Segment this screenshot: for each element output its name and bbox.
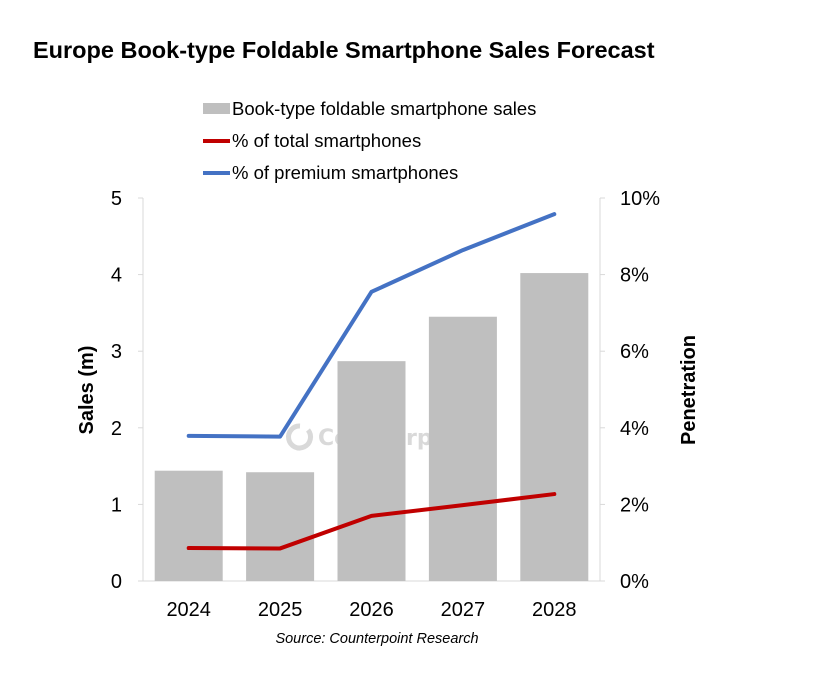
y-tick-label: 0 (111, 571, 122, 593)
legend-label: % of premium smartphones (232, 162, 458, 183)
bar-2027 (428, 316, 497, 581)
chart-title: Europe Book-type Foldable Smartphone Sal… (33, 37, 655, 63)
y-tick-label: 4 (111, 265, 122, 287)
plot-area: 0 1 2 3 4 5 0% 2% 4% 6% 8% 10% 2024 2025 2026 2027 2028 (111, 188, 660, 621)
y2-axis-title: Penetration (678, 335, 700, 445)
x-tick-label: 2024 (166, 599, 211, 621)
legend-swatch-bar (203, 103, 230, 114)
y-tick-label: 2 (111, 418, 122, 440)
y2-tick-label: 0% (620, 571, 649, 593)
bar-2025 (246, 472, 315, 581)
legend-item-sales: Book-type foldable smartphone sales (203, 98, 536, 119)
legend-label: Book-type foldable smartphone sales (232, 98, 536, 119)
y2-tick-label: 8% (620, 265, 649, 287)
legend-item-total: % of total smartphones (203, 130, 421, 151)
y2-tick-label: 10% (620, 188, 660, 210)
y-tick-label: 5 (111, 188, 122, 210)
y2-tick-label: 6% (620, 341, 649, 363)
legend-label: % of total smartphones (232, 130, 421, 151)
y2-tick-label: 4% (620, 418, 649, 440)
bar-2026 (337, 361, 406, 581)
source-note: Source: Counterpoint Research (275, 631, 478, 647)
bar-2024 (154, 470, 223, 581)
y-axis-title: Sales (m) (76, 346, 98, 435)
x-tick-label: 2027 (441, 599, 486, 621)
x-tick-label: 2028 (532, 599, 577, 621)
y-tick-label: 3 (111, 341, 122, 363)
x-tick-label: 2025 (258, 599, 303, 621)
legend: Book-type foldable smartphone sales % of… (203, 98, 536, 183)
y2-tick-label: 2% (620, 494, 649, 516)
bar-2028 (520, 273, 589, 581)
watermark-logo-icon (286, 423, 313, 451)
legend-item-premium: % of premium smartphones (203, 162, 458, 183)
x-tick-label: 2026 (349, 599, 394, 621)
y-tick-label: 1 (111, 494, 122, 516)
